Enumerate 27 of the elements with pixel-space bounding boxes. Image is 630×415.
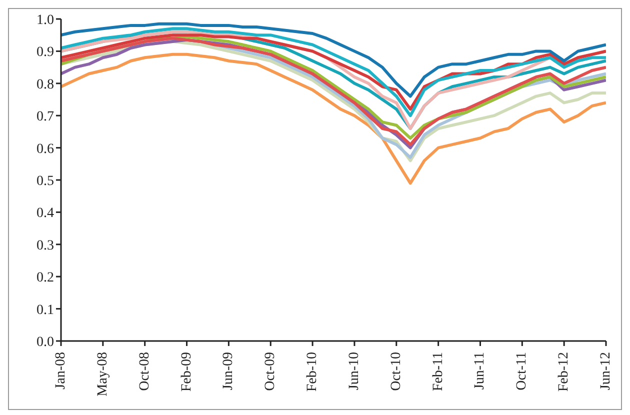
y-tick-label: 0.6 bbox=[36, 142, 54, 157]
y-tick-label: 0.8 bbox=[36, 77, 54, 92]
line-series bbox=[61, 22, 606, 98]
x-tick-label: Feb-11 bbox=[430, 352, 446, 392]
line-series bbox=[61, 52, 606, 185]
x-tick-label: Oct-09 bbox=[263, 352, 278, 391]
y-tick-label: 0.5 bbox=[36, 174, 54, 189]
x-tick-label: Oct-11 bbox=[514, 352, 530, 390]
x-tick-label: Jan-08 bbox=[54, 352, 68, 390]
x-tick-label: Oct-08 bbox=[137, 352, 152, 391]
x-tick-label: Oct-10 bbox=[388, 352, 404, 391]
y-tick-label: 0.7 bbox=[36, 110, 54, 125]
y-tick-label: 0.3 bbox=[36, 238, 54, 254]
y-tick-label: 0.2 bbox=[36, 270, 54, 286]
x-tick-label: Feb-12 bbox=[556, 352, 572, 392]
y-tick-label: 1.0 bbox=[36, 12, 54, 28]
x-tick-label: Jun-10 bbox=[346, 352, 362, 390]
y-tick-label: 0.4 bbox=[36, 206, 54, 222]
x-tick-label: Jun-11 bbox=[472, 352, 488, 390]
y-tick-label: 0.9 bbox=[36, 45, 54, 60]
x-tick-label: Jun-09 bbox=[221, 352, 236, 390]
x-tick-label: Feb-09 bbox=[179, 352, 194, 392]
x-tick-label: Jun-12 bbox=[598, 352, 614, 390]
y-tick-label: 0.1 bbox=[36, 302, 54, 318]
x-tick-label: Feb-10 bbox=[305, 352, 320, 392]
y-tick-label: 0.0 bbox=[36, 334, 54, 350]
x-tick-label: May-08 bbox=[95, 352, 110, 396]
